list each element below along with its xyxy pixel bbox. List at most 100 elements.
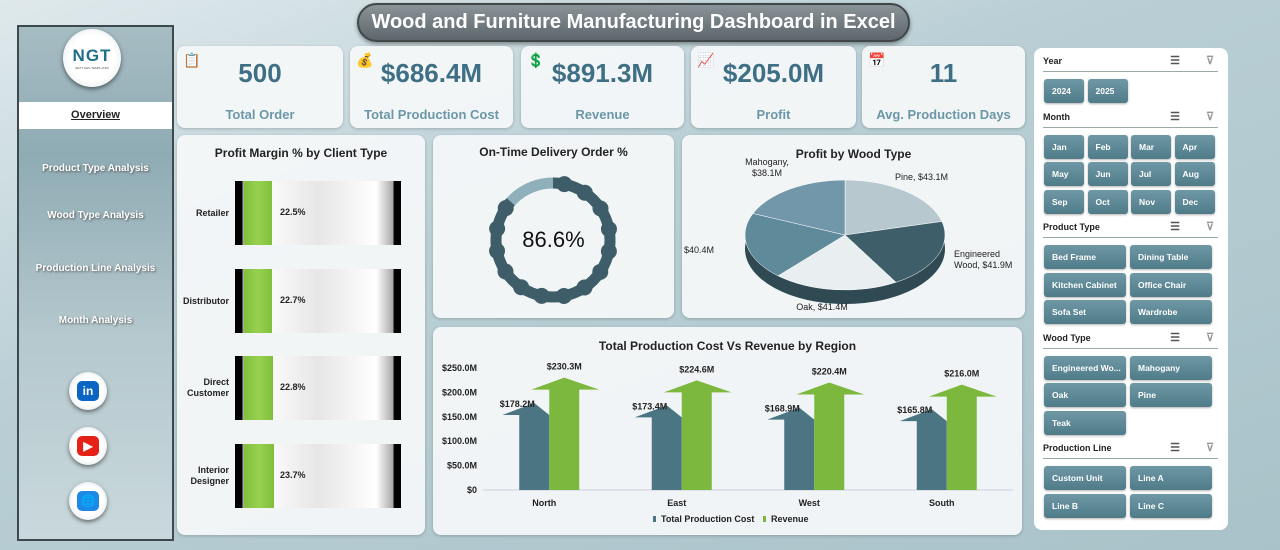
kpi-label: Profit	[756, 107, 791, 122]
data-label: $230.3M	[547, 362, 582, 372]
slicer-header-year: Year ☰ ⊽	[1043, 55, 1218, 72]
globe-icon: 🌐	[77, 491, 99, 511]
margin-bar: 22.5%	[235, 181, 401, 245]
y-tick-label: $250.0M	[442, 363, 477, 373]
y-tick-label: $50.0M	[447, 461, 477, 471]
clear-filter-icon[interactable]: ⊽	[1205, 442, 1214, 454]
donut-knob	[513, 279, 530, 296]
nav-production-line-analysis[interactable]: Production Line Analysis	[35, 263, 156, 274]
slicer-button[interactable]: Teak	[1044, 410, 1126, 435]
slicer-button[interactable]: Office Chair	[1130, 272, 1212, 297]
slicer-button[interactable]: Jun	[1087, 162, 1128, 186]
multi-select-icon[interactable]: ☰	[1170, 55, 1180, 67]
chart-title: On-Time Delivery Order %	[479, 145, 628, 159]
legend-swatch	[763, 516, 766, 522]
clear-filter-icon[interactable]: ⊽	[1205, 110, 1214, 123]
chart-title: Total Production Cost Vs Revenue by Regi…	[598, 339, 857, 353]
slicer-button[interactable]: Dec	[1174, 189, 1215, 214]
kpi-value: $686.4M	[380, 58, 483, 88]
slicer-button[interactable]: Line C	[1130, 493, 1212, 518]
kpi-value: $205.0M	[722, 58, 825, 88]
slicer-button[interactable]: Mar	[1131, 134, 1171, 159]
slicer-button[interactable]: Jul	[1131, 162, 1171, 186]
slicer-button[interactable]: Line A	[1130, 466, 1212, 490]
slicer-button[interactable]: 2025	[1087, 79, 1128, 103]
x-tick-label: East	[667, 498, 686, 508]
delivery-value: 86.6%	[522, 227, 585, 252]
clear-filter-icon[interactable]: ⊽	[1205, 55, 1214, 67]
legend-label: Total Production Cost	[661, 514, 754, 524]
multi-select-icon[interactable]: ☰	[1170, 221, 1180, 233]
linkedin-icon: in	[77, 381, 99, 401]
data-label: $178.2M	[500, 399, 535, 409]
slicer-button[interactable]: Sep	[1044, 189, 1084, 214]
linkedin-button[interactable]: in	[69, 372, 107, 410]
delivery-card: On-Time Delivery Order % 86.6%	[433, 135, 674, 318]
slicer-button[interactable]: Dining Table	[1130, 245, 1212, 269]
clear-filter-icon[interactable]: ⊽	[1205, 221, 1214, 233]
donut-knob	[600, 243, 617, 260]
client-label: Distributor	[183, 295, 229, 306]
slicer-button[interactable]: Mahogany	[1130, 355, 1212, 380]
calendar-icon: 📅	[868, 52, 886, 68]
slicer-button[interactable]: 2024	[1044, 79, 1084, 103]
slicer-button[interactable]: Wardrobe	[1130, 300, 1212, 324]
slicer-button[interactable]: Apr	[1174, 134, 1215, 159]
client-label: Retailer	[195, 208, 229, 218]
slicer-button[interactable]: Custom Unit	[1044, 466, 1126, 490]
margin-bar: 22.7%	[235, 268, 401, 333]
nav-month-analysis[interactable]: Month Analysis	[58, 315, 133, 326]
cost-arrow-north	[502, 403, 550, 490]
cost-arrow-south	[899, 409, 947, 490]
y-tick-label: $150.0M	[442, 412, 477, 422]
nav-wood-type-analysis[interactable]: Wood Type Analysis	[47, 210, 144, 221]
donut-knob	[592, 263, 609, 280]
slicer-button[interactable]: Oct	[1087, 189, 1128, 214]
pie-label: Pine, $43.1M	[895, 172, 948, 182]
donut-knob	[489, 242, 506, 259]
slicer-title: Product Type	[1043, 222, 1100, 232]
slicer-button[interactable]: Sofa Set	[1044, 300, 1126, 324]
nav-overview[interactable]: Overview	[19, 102, 172, 129]
donut-knob	[592, 200, 609, 217]
profit-icon: 📈	[697, 52, 715, 68]
multi-select-icon[interactable]: ☰	[1170, 442, 1180, 454]
kpi-label: Total Production Cost	[364, 107, 499, 122]
slicer-button[interactable]: Engineered Wo...	[1044, 355, 1126, 380]
slicer-button[interactable]: Oak	[1044, 383, 1126, 407]
legend-swatch	[653, 516, 656, 522]
dashboard-title: Wood and Furniture Manufacturing Dashboa…	[357, 3, 910, 42]
pie-slice-engineered-wood	[844, 221, 946, 283]
slicer-button[interactable]: Line B	[1044, 493, 1126, 518]
margin-bar-fill	[244, 181, 273, 245]
slicer-button[interactable]: May	[1044, 162, 1084, 186]
slicer-button[interactable]: Feb	[1087, 134, 1128, 159]
youtube-button[interactable]: ▶	[69, 427, 107, 465]
data-label: $168.9M	[765, 404, 800, 414]
slicer-button[interactable]: Kitchen Cabinet	[1044, 272, 1126, 297]
slicer-button[interactable]: Jan	[1044, 134, 1084, 159]
slicer-button[interactable]: Nov	[1131, 189, 1171, 214]
y-tick-label: $200.0M	[442, 387, 477, 397]
clear-filter-icon[interactable]: ⊽	[1205, 331, 1214, 344]
kpi-profit: 📈 $205.0M Profit	[691, 46, 856, 128]
kpi-total-order: 📋 500 Total Order	[177, 46, 343, 128]
pie-label: Oak, $41.4M	[796, 302, 848, 312]
money-bag-icon: 💰	[356, 52, 374, 68]
revenue-arrow-west	[796, 382, 865, 490]
slicer-button[interactable]: Bed Frame	[1044, 245, 1126, 269]
multi-select-icon[interactable]: ☰	[1170, 110, 1180, 123]
data-label: $224.6M	[679, 364, 714, 374]
x-tick-label: North	[532, 498, 556, 508]
slicer-button[interactable]: Aug	[1174, 162, 1215, 186]
slicer-button[interactable]: Pine	[1130, 383, 1212, 407]
y-tick-label: $0	[467, 485, 477, 495]
globe-button[interactable]: 🌐	[69, 482, 107, 520]
margin-value: 22.8%	[280, 382, 306, 392]
pie-label: Engineered Wood, $41.9M	[954, 249, 1012, 270]
youtube-icon: ▶	[77, 436, 99, 456]
kpi-revenue: 💲 $891.3M Revenue	[521, 46, 684, 128]
multi-select-icon[interactable]: ☰	[1170, 331, 1180, 344]
donut-knob	[556, 176, 573, 193]
nav-product-type-analysis[interactable]: Product Type Analysis	[42, 163, 149, 174]
